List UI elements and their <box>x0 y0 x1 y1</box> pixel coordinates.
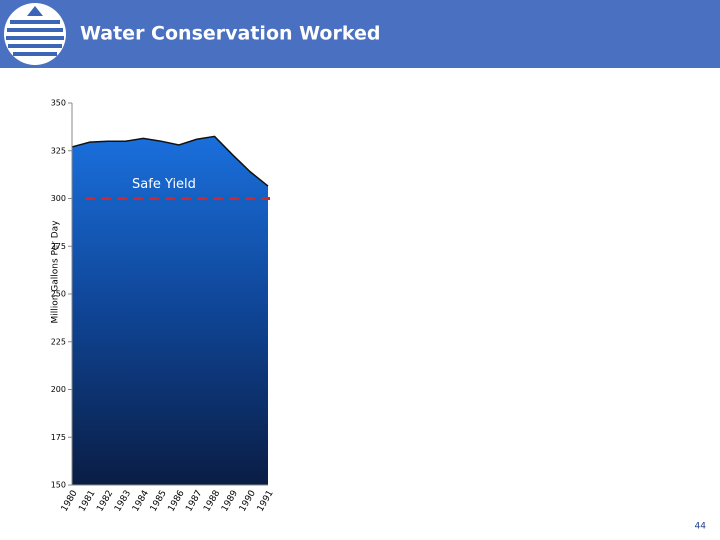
y-tick-label: 300 <box>51 194 66 203</box>
x-tick-label: 1991 <box>256 489 276 514</box>
x-tick-label: 1980 <box>60 489 80 514</box>
y-tick-label: 175 <box>51 433 66 442</box>
x-tick-label: 1982 <box>95 489 115 514</box>
y-tick-label: 275 <box>51 242 66 251</box>
y-tick-label: 350 <box>51 99 66 108</box>
x-tick-label: 1985 <box>149 489 169 514</box>
safe-yield-label: Safe Yield <box>132 177 196 192</box>
y-axis-label: Million Gallons Per Day <box>51 220 61 324</box>
header-bar <box>0 0 720 68</box>
x-tick-label: 1986 <box>167 489 187 514</box>
x-tick-label: 1987 <box>184 489 204 514</box>
y-tick-label: 325 <box>51 146 66 155</box>
x-tick-label: 1984 <box>131 489 151 514</box>
area-line <box>71 135 269 187</box>
y-tick-label: 150 <box>51 481 66 490</box>
y-tick-label: 250 <box>51 290 66 299</box>
x-tick-label: 1983 <box>113 489 133 514</box>
page-number: 44 <box>695 522 707 532</box>
x-tick-label: 1981 <box>77 489 97 514</box>
logo <box>4 3 66 65</box>
area <box>72 136 268 486</box>
x-tick-label: 1989 <box>220 489 240 514</box>
x-tick-label: 1990 <box>238 489 258 514</box>
y-tick-label: 200 <box>51 385 66 394</box>
x-tick-label: 1988 <box>202 489 222 514</box>
slide-title: Water Conservation Worked <box>80 23 380 45</box>
y-tick-label: 225 <box>51 337 66 346</box>
